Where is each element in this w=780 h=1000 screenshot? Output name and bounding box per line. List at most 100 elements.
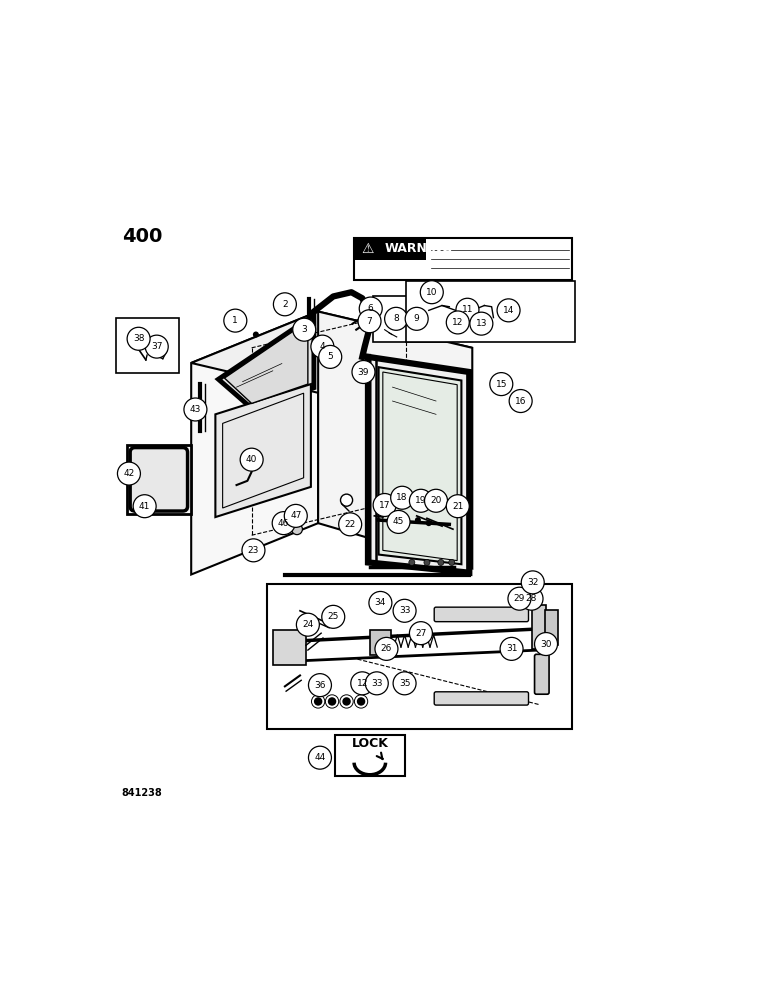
Text: LOCK: LOCK <box>351 737 388 750</box>
Circle shape <box>521 571 544 594</box>
Circle shape <box>385 307 408 330</box>
Circle shape <box>438 559 444 565</box>
Text: 46: 46 <box>278 519 289 528</box>
Text: 21: 21 <box>452 502 463 511</box>
Circle shape <box>308 746 332 769</box>
Circle shape <box>292 318 316 341</box>
Text: 36: 36 <box>314 681 326 690</box>
FancyBboxPatch shape <box>335 735 405 776</box>
Circle shape <box>285 518 297 530</box>
Circle shape <box>341 494 353 506</box>
FancyBboxPatch shape <box>354 238 572 280</box>
Circle shape <box>456 298 479 321</box>
Text: 17: 17 <box>379 500 390 510</box>
Polygon shape <box>318 312 473 568</box>
Circle shape <box>426 520 432 526</box>
FancyBboxPatch shape <box>267 584 572 729</box>
Circle shape <box>509 390 532 413</box>
Text: 35: 35 <box>399 679 410 688</box>
Text: 3: 3 <box>301 325 307 334</box>
Circle shape <box>497 299 520 322</box>
Circle shape <box>490 373 512 396</box>
Circle shape <box>324 354 330 360</box>
Text: 19: 19 <box>415 496 427 505</box>
FancyBboxPatch shape <box>273 630 306 665</box>
Text: 39: 39 <box>358 368 369 377</box>
Text: 26: 26 <box>381 644 392 653</box>
Polygon shape <box>368 357 470 573</box>
Circle shape <box>410 622 432 645</box>
Circle shape <box>328 697 336 706</box>
Circle shape <box>446 311 470 334</box>
Polygon shape <box>191 312 318 575</box>
Circle shape <box>339 513 362 536</box>
Text: 28: 28 <box>526 594 537 603</box>
Text: 33: 33 <box>371 679 382 688</box>
Text: 6: 6 <box>368 304 374 313</box>
FancyBboxPatch shape <box>434 692 529 705</box>
Circle shape <box>424 489 448 512</box>
Text: 32: 32 <box>527 578 538 587</box>
FancyBboxPatch shape <box>354 238 426 260</box>
Circle shape <box>240 448 263 471</box>
Text: 31: 31 <box>506 644 517 653</box>
Polygon shape <box>191 312 473 399</box>
Text: 23: 23 <box>248 546 259 555</box>
Polygon shape <box>115 318 179 373</box>
Circle shape <box>448 559 455 565</box>
Text: 13: 13 <box>476 319 487 328</box>
Circle shape <box>284 504 307 527</box>
Text: 42: 42 <box>123 469 135 478</box>
Text: 29: 29 <box>514 594 525 603</box>
Circle shape <box>296 613 319 636</box>
Circle shape <box>351 672 374 695</box>
Circle shape <box>446 495 470 518</box>
Circle shape <box>387 510 410 533</box>
Circle shape <box>133 495 156 518</box>
Circle shape <box>360 297 382 320</box>
Circle shape <box>184 398 207 421</box>
Circle shape <box>360 318 365 324</box>
Polygon shape <box>218 315 314 408</box>
Text: 38: 38 <box>133 334 144 343</box>
Circle shape <box>319 345 342 368</box>
Text: 10: 10 <box>426 288 438 297</box>
Circle shape <box>415 517 421 523</box>
Polygon shape <box>373 296 448 342</box>
Circle shape <box>311 335 334 358</box>
Polygon shape <box>406 281 575 342</box>
Polygon shape <box>222 393 303 508</box>
Circle shape <box>274 293 296 316</box>
Circle shape <box>352 361 375 383</box>
Text: 2: 2 <box>282 300 288 309</box>
Circle shape <box>463 307 470 314</box>
Text: 43: 43 <box>190 405 201 414</box>
Circle shape <box>393 599 416 622</box>
FancyBboxPatch shape <box>534 654 549 694</box>
Text: 4: 4 <box>320 342 325 351</box>
FancyBboxPatch shape <box>130 448 187 511</box>
Text: 15: 15 <box>495 380 507 389</box>
Text: 30: 30 <box>541 640 551 649</box>
Polygon shape <box>225 321 308 403</box>
Circle shape <box>342 697 351 706</box>
Text: 16: 16 <box>515 397 527 406</box>
FancyBboxPatch shape <box>434 607 529 622</box>
Text: 25: 25 <box>328 612 339 621</box>
Text: 12: 12 <box>452 318 463 327</box>
Text: 5: 5 <box>328 352 333 361</box>
Text: 8: 8 <box>393 314 399 323</box>
Text: 44: 44 <box>314 753 325 762</box>
Circle shape <box>308 674 332 697</box>
Circle shape <box>118 462 140 485</box>
Text: ⚠: ⚠ <box>362 242 374 256</box>
Circle shape <box>127 327 150 350</box>
Circle shape <box>534 633 558 656</box>
Circle shape <box>405 307 428 330</box>
Circle shape <box>358 310 381 333</box>
Text: 40: 40 <box>246 455 257 464</box>
Text: 1: 1 <box>232 316 238 325</box>
Circle shape <box>520 587 543 610</box>
Text: 9: 9 <box>414 314 420 323</box>
Circle shape <box>292 524 303 535</box>
